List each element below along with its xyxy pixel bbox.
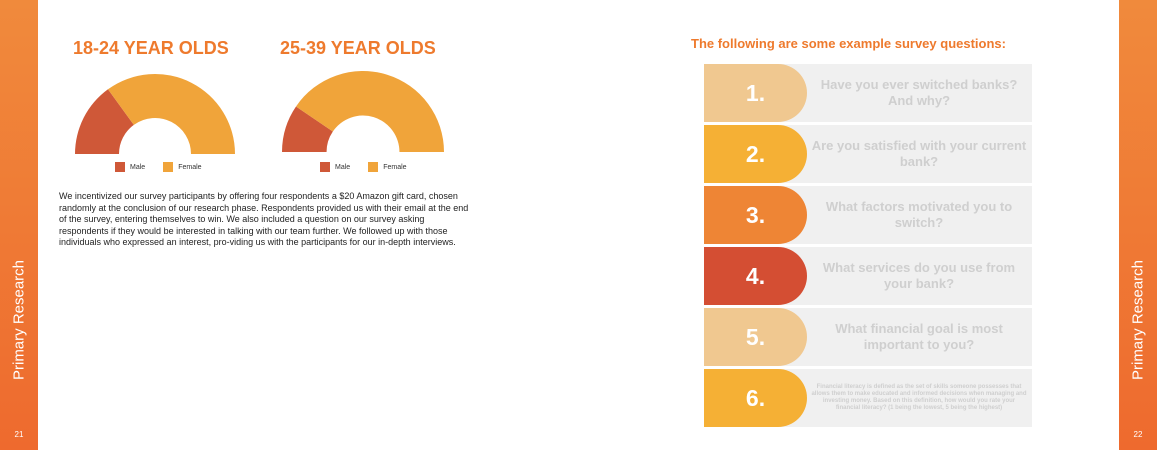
right-page-number: 22 — [1133, 430, 1143, 439]
question-number-badge: 2. — [704, 125, 807, 183]
left-side-bar: Primary Research 21 — [0, 0, 38, 450]
gauge-segment-male — [282, 106, 333, 152]
gauge-segment-male — [75, 89, 134, 154]
chart-title-18-24: 18-24 YEAR OLDS — [73, 38, 229, 58]
chart-legend-25-39: Male Female — [320, 162, 425, 172]
question-number-badge: 1. — [704, 64, 807, 122]
question-text: Are you satisfied with your current bank… — [811, 138, 1027, 169]
chart-title-25-39: 25-39 YEAR OLDS — [280, 38, 436, 58]
gauge-segment-female — [296, 70, 444, 152]
survey-heading: The following are some example survey qu… — [691, 36, 1006, 51]
legend-swatch-male — [115, 162, 125, 172]
question-text: Have you ever switched banks? And why? — [820, 77, 1018, 108]
legend-label-female: Female — [383, 163, 407, 171]
right-section-label: Primary Research — [1129, 259, 1147, 381]
question-number-badge: 3. — [704, 186, 807, 244]
survey-question-item: 2. Are you satisfied with your current b… — [704, 125, 1032, 183]
right-side-bar: Primary Research 22 — [1119, 0, 1157, 450]
left-section-label: Primary Research — [10, 259, 28, 381]
question-number-badge: 6. — [704, 369, 807, 427]
survey-question-item: 6. Financial literacy is defined as the … — [704, 369, 1032, 427]
question-number-badge: 4. — [704, 247, 807, 305]
question-number-badge: 5. — [704, 308, 807, 366]
body-paragraph: We incentivized our survey participants … — [59, 191, 469, 248]
legend-swatch-male — [320, 162, 330, 172]
survey-question-item: 3. What factors motivated you to switch? — [704, 186, 1032, 244]
left-page-number: 21 — [14, 430, 24, 439]
survey-question-item: 1. Have you ever switched banks? And why… — [704, 64, 1032, 122]
legend-label-male: Male — [335, 163, 351, 171]
question-text: What services do you use from your bank? — [822, 260, 1016, 291]
survey-question-item: 5. What financial goal is most important… — [704, 308, 1032, 366]
legend-label-female: Female — [178, 163, 202, 171]
legend-swatch-female — [163, 162, 174, 172]
gauge-chart-18-24 — [75, 74, 235, 154]
gauge-chart-25-39 — [282, 70, 444, 152]
legend-label-male: Male — [130, 163, 146, 171]
question-text: What financial goal is most important to… — [835, 321, 1003, 352]
chart-legend-18-24: Male Female — [115, 162, 220, 172]
survey-question-item: 4. What services do you use from your ba… — [704, 247, 1032, 305]
question-text: What factors motivated you to switch? — [825, 199, 1013, 230]
gauge-segment-female — [107, 74, 235, 154]
question-text: Financial literacy is defined as the set… — [811, 383, 1027, 412]
legend-swatch-female — [368, 162, 379, 172]
